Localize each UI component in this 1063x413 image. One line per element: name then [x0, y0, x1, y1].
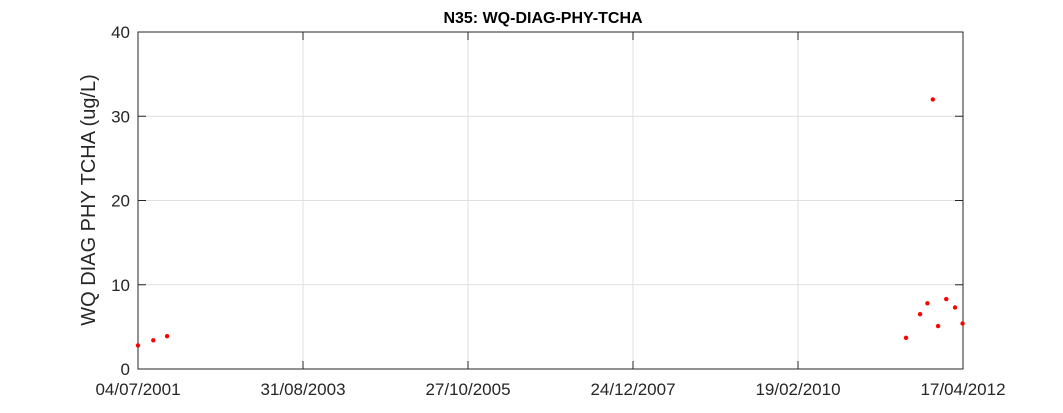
data-points — [135, 97, 965, 348]
data-point — [952, 305, 958, 310]
y-tick-label: 20 — [111, 192, 130, 211]
y-tick-label: 40 — [111, 23, 130, 42]
data-point — [960, 321, 965, 326]
data-point — [151, 338, 156, 343]
axis-ticks: 04/07/2001 31/08/2003 27/10/2005 24/12/2007… — [95, 23, 1005, 399]
y-tick-label: 10 — [111, 276, 130, 295]
data-point — [944, 296, 949, 302]
y-axis-label: WQ DIAG PHY TCHA (ug/L) — [78, 74, 100, 326]
x-tick-label: 19/02/2010 — [755, 380, 840, 399]
data-point — [935, 323, 941, 329]
x-tick-label: 31/08/2003 — [260, 380, 345, 399]
x-tick-label: 24/12/2007 — [590, 380, 675, 399]
y-tick-label: 30 — [111, 107, 130, 126]
x-tick-label: 17/04/2012 — [920, 380, 1005, 399]
x-tick-label: 04/07/2001 — [95, 380, 180, 399]
data-point — [135, 343, 141, 348]
data-point — [917, 312, 923, 317]
y-tick-label: 0 — [121, 360, 130, 379]
data-point — [930, 97, 936, 102]
data-point — [164, 333, 170, 339]
x-tick-label: 27/10/2005 — [425, 380, 510, 399]
data-point — [925, 301, 930, 306]
chart-title: N35: WQ-DIAG-PHY-TCHA — [443, 10, 643, 27]
data-point — [903, 335, 909, 341]
